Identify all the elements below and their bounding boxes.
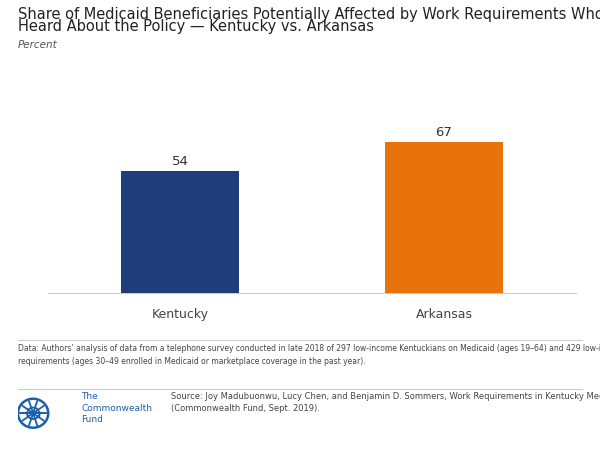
Text: Percent: Percent — [18, 40, 58, 50]
Text: Source: Joy Madubuonwu, Lucy Chen, and Benjamin D. Sommers, Work Requirements in: Source: Joy Madubuonwu, Lucy Chen, and B… — [171, 392, 600, 413]
Bar — [121, 171, 239, 292]
Text: Share of Medicaid Beneficiaries Potentially Affected by Work Requirements Who Ha: Share of Medicaid Beneficiaries Potentia… — [18, 7, 600, 22]
Text: Heard About the Policy — Kentucky vs. Arkansas: Heard About the Policy — Kentucky vs. Ar… — [18, 19, 374, 34]
Text: Data: Authors’ analysis of data from a telephone survey conducted in late 2018 o: Data: Authors’ analysis of data from a t… — [18, 344, 600, 366]
Text: 54: 54 — [172, 155, 188, 168]
Text: 67: 67 — [436, 126, 452, 139]
Bar — [385, 142, 503, 292]
Text: The
Commonwealth
Fund: The Commonwealth Fund — [81, 392, 152, 424]
